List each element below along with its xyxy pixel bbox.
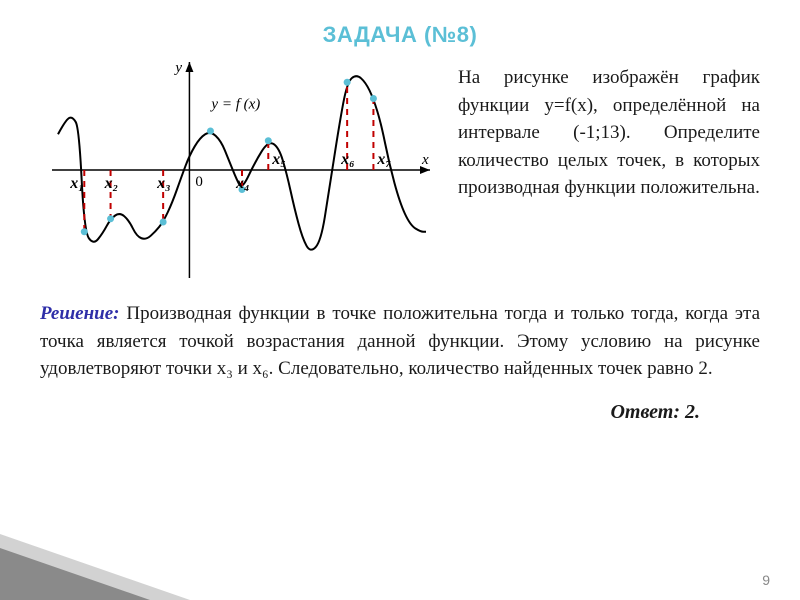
answer-block: Ответ: 2. — [40, 401, 760, 424]
solution-label: Решение: — [40, 303, 120, 324]
svg-text:x₅: x₅ — [271, 151, 286, 168]
svg-text:y = f (x): y = f (x) — [209, 96, 260, 112]
svg-text:x₇: x₇ — [376, 151, 391, 168]
chart-column: y x 0 y = f (x) x₁ x₂ x₃ x₄ x₅ x₆ x₇ — [40, 56, 440, 286]
function-graph: y x 0 y = f (x) x₁ x₂ x₃ x₄ x₅ x₆ x₇ — [40, 56, 440, 286]
solution-text: Производная функции в точке положительна… — [40, 303, 760, 379]
svg-text:x₄: x₄ — [235, 175, 250, 192]
svg-text:y: y — [173, 60, 182, 76]
corner-triangle-dark — [0, 548, 150, 600]
answer-value: 2. — [685, 401, 700, 423]
problem-title: ЗАДАЧА (№8) — [40, 22, 760, 48]
problem-statement: На рисунке изображён график функции y=f(… — [458, 56, 760, 202]
svg-text:x₂: x₂ — [104, 175, 119, 192]
answer-label: Ответ: — [610, 401, 680, 423]
page-number: 9 — [762, 572, 770, 588]
svg-text:x₁: x₁ — [69, 175, 84, 192]
corner-decoration — [0, 530, 190, 600]
svg-text:x: x — [421, 152, 429, 168]
top-row: y x 0 y = f (x) x₁ x₂ x₃ x₄ x₅ x₆ x₇ На рисунке из… — [40, 56, 760, 286]
svg-text:x₆: x₆ — [340, 151, 355, 168]
solution-block: Решение: Производная функции в точке пол… — [40, 300, 760, 383]
svg-text:0: 0 — [195, 174, 203, 190]
svg-text:x₃: x₃ — [156, 175, 171, 192]
slide: ЗАДАЧА (№8) y x 0 y = f (x) x₁ x₂ x₃ x₄ x₅ x₆ x₇ Н… — [0, 0, 800, 600]
